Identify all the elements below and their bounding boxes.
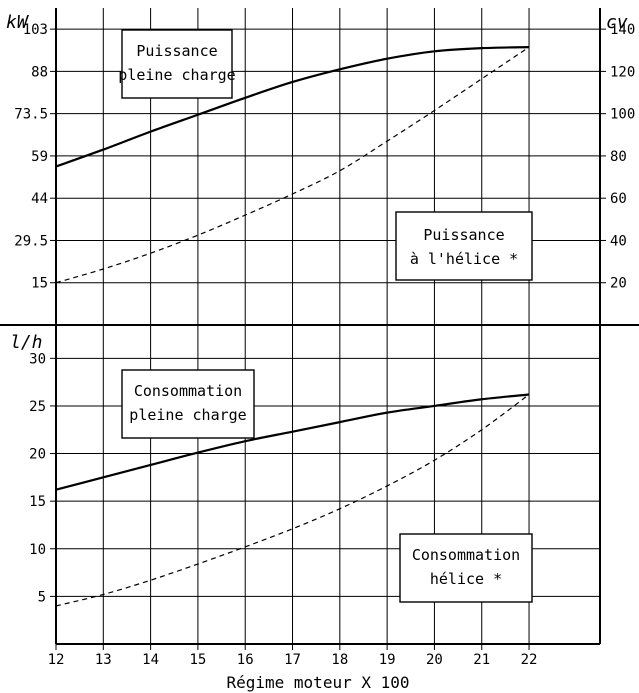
unit-cv-label: cv <box>606 12 628 33</box>
y-tick-label-kw: 29.5 <box>14 233 48 249</box>
x-axis-label: Régime moteur X 100 <box>226 673 409 692</box>
x-tick-label: 21 <box>473 652 490 668</box>
y-tick-label-lh: 25 <box>29 399 46 415</box>
y-tick-label-kw: 88 <box>31 64 48 80</box>
series-consumption-full-load <box>55 393 530 491</box>
x-tick-label: 14 <box>142 652 159 668</box>
unit-lh-label: l/h <box>10 332 43 353</box>
box-full-power-line1: Puissance <box>136 42 217 60</box>
box-prop-cons: Consommation hélice * <box>399 533 533 603</box>
box-prop-power: Puissance à l'hélice * <box>395 211 533 281</box>
y-tick-label-cv: 20 <box>610 276 627 292</box>
y-tick-label-lh: 20 <box>29 447 46 463</box>
box-full-cons-line1: Consommation <box>134 382 242 400</box>
series-layer <box>55 45 530 607</box>
x-tick-label: 13 <box>95 652 112 668</box>
y-tick-label-cv: 140 <box>610 22 635 38</box>
box-prop-power-line1: Puissance <box>423 226 504 244</box>
y-tick-label-kw: 15 <box>31 276 48 292</box>
x-tick-label: 16 <box>237 652 254 668</box>
box-prop-cons-line1: Consommation <box>412 546 520 564</box>
box-prop-cons-line2: hélice * <box>430 570 502 588</box>
y-tick-label-cv: 80 <box>610 149 627 165</box>
unit-kw-label: kW <box>6 12 30 33</box>
series-power-full-load <box>55 45 530 168</box>
box-full-power: Puissance pleine charge <box>118 29 236 99</box>
y-tick-label-kw: 59 <box>31 149 48 165</box>
y-tick-label-lh: 5 <box>38 589 46 605</box>
grid-layer <box>0 8 639 650</box>
y-tick-label-cv: 100 <box>610 107 635 123</box>
x-tick-label: 12 <box>48 652 65 668</box>
y-tick-label-kw: 44 <box>31 191 48 207</box>
y-tick-label-cv: 40 <box>610 233 627 249</box>
box-prop-power-line2: à l'hélice * <box>410 250 518 268</box>
text-layer: 12 13 14 15 16 17 18 19 20 21 22 103 140 88 120 73.5 100… <box>14 22 635 668</box>
x-tick-label: 19 <box>379 652 396 668</box>
y-tick-label-kw: 103 <box>23 22 48 38</box>
series-power-propeller <box>55 46 530 284</box>
x-tick-label: 15 <box>189 652 206 668</box>
box-full-cons: Consommation pleine charge <box>121 369 255 439</box>
x-tick-label: 18 <box>331 652 348 668</box>
box-full-power-line2: pleine charge <box>118 66 235 84</box>
y-tick-label-lh: 10 <box>29 542 46 558</box>
x-tick-label: 17 <box>284 652 301 668</box>
series-consumption-propeller <box>55 394 530 607</box>
y-tick-label-kw: 73.5 <box>14 107 48 123</box>
y-tick-label-lh: 15 <box>29 494 46 510</box>
x-tick-label: 22 <box>521 652 538 668</box>
x-tick-label: 20 <box>426 652 443 668</box>
y-tick-label-cv: 60 <box>610 191 627 207</box>
y-tick-label-cv: 120 <box>610 64 635 80</box>
box-full-cons-line2: pleine charge <box>129 406 246 424</box>
y-tick-label-lh: 30 <box>29 351 46 367</box>
